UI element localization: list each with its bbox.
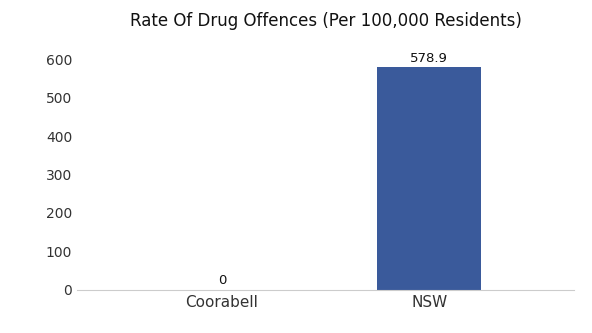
Text: 0: 0 bbox=[218, 274, 226, 287]
Title: Rate Of Drug Offences (Per 100,000 Residents): Rate Of Drug Offences (Per 100,000 Resid… bbox=[130, 12, 522, 30]
Text: 578.9: 578.9 bbox=[410, 52, 448, 65]
Bar bbox=[378, 67, 481, 290]
